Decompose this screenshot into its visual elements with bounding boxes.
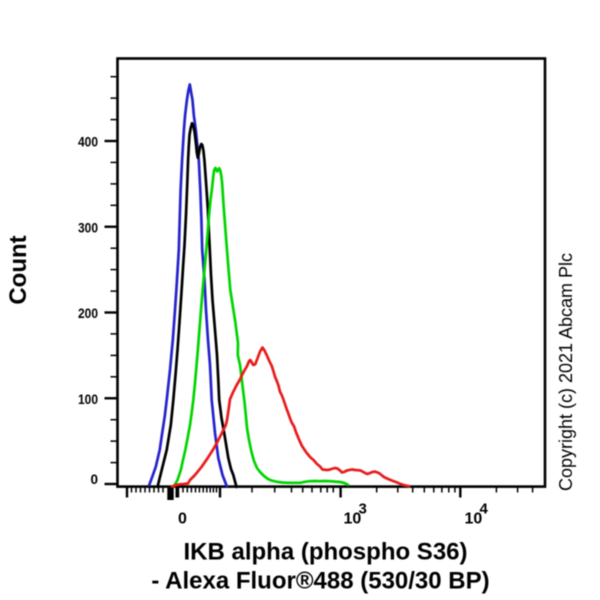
svg-text:10: 10 xyxy=(465,511,483,528)
svg-text:3: 3 xyxy=(359,501,367,518)
svg-text:10: 10 xyxy=(344,511,362,528)
svg-text:200: 200 xyxy=(78,306,98,321)
svg-text:0: 0 xyxy=(178,511,187,528)
svg-text:Count: Count xyxy=(5,235,32,304)
svg-text:IKB alpha (phospho S36): IKB alpha (phospho S36) xyxy=(183,539,467,566)
svg-text:400: 400 xyxy=(78,135,98,150)
svg-text:100: 100 xyxy=(78,392,98,407)
svg-text:0: 0 xyxy=(90,472,98,487)
svg-text:300: 300 xyxy=(78,220,98,235)
svg-text:4: 4 xyxy=(480,501,489,518)
svg-text:Copyright (c) 2021 Abcam Plc: Copyright (c) 2021 Abcam Plc xyxy=(556,253,576,491)
svg-text:- Alexa Fluor®488 (530/30 BP): - Alexa Fluor®488 (530/30 BP) xyxy=(151,568,489,595)
